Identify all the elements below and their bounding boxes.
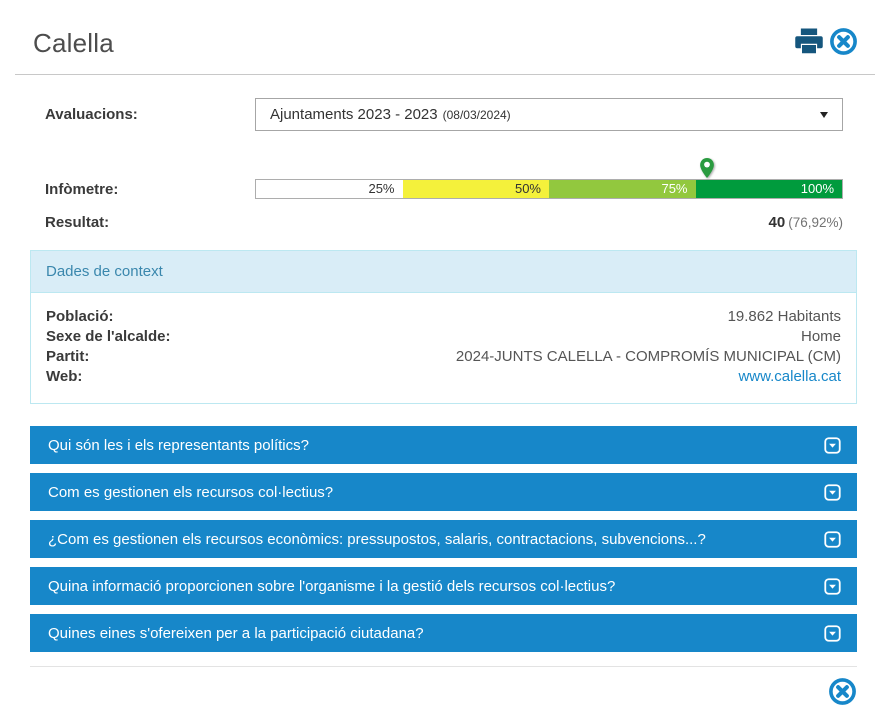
context-label: Població: <box>46 308 114 325</box>
evaluations-row: Avaluacions: Ajuntaments 2023 - 2023 (08… <box>30 98 857 131</box>
circle-x-icon <box>828 677 857 711</box>
evaluations-select[interactable]: Ajuntaments 2023 - 2023 (08/03/2024) <box>255 98 843 131</box>
accordion-label: Quines eines s'ofereixen per a la partic… <box>48 624 424 642</box>
header: Calella <box>0 0 890 61</box>
accordion-label: Com es gestionen els recursos col·lectiu… <box>48 483 334 501</box>
infometer-segment-75: 75% <box>549 180 696 198</box>
accordion-label: ¿Com es gestionen els recursos econòmics… <box>48 530 706 548</box>
infometer-segment-50: 50% <box>402 180 549 198</box>
accordion-recursos-economics[interactable]: ¿Com es gestionen els recursos econòmics… <box>30 520 857 558</box>
accordion-label: Quina informació proporcionen sobre l'or… <box>48 577 616 595</box>
infometer-segment-25: 25% <box>256 180 403 198</box>
context-panel-body: Població: 19.862 Habitants Sexe de l'alc… <box>31 293 856 403</box>
infometer-label: Infòmetre: <box>45 180 119 198</box>
result-label: Resultat: <box>45 214 110 231</box>
printer-icon <box>794 26 824 61</box>
context-row-sexe: Sexe de l'alcalde: Home <box>46 327 841 347</box>
accordion-informacio-organisme[interactable]: Quina informació proporcionen sobre l'or… <box>30 567 857 605</box>
evaluations-selected-date: (08/03/2024) <box>442 108 511 122</box>
page-title: Calella <box>33 28 114 58</box>
bottom-divider <box>30 666 857 667</box>
title-divider <box>15 74 875 75</box>
marker-pin-icon <box>699 157 714 179</box>
result-row: Resultat: 40 (76,92%) <box>30 214 857 231</box>
context-label: Sexe de l'alcalde: <box>46 328 171 345</box>
toggle-down-icon <box>824 483 841 501</box>
toggle-down-icon <box>824 624 841 642</box>
infometer-segment-100: 100% <box>695 180 842 198</box>
accordion-recursos-collectius[interactable]: Com es gestionen els recursos col·lectiu… <box>30 473 857 511</box>
close-button-bottom[interactable] <box>828 677 857 711</box>
result-score: 40 <box>768 214 786 231</box>
evaluations-label: Avaluacions: <box>45 106 138 123</box>
context-row-partit: Partit: 2024-JUNTS CALELLA - COMPROMÍS M… <box>46 347 841 367</box>
result-percent: (76,92%) <box>788 215 843 230</box>
toggle-down-icon <box>824 436 841 454</box>
evaluations-selected-value: Ajuntaments 2023 - 2023 <box>270 106 438 123</box>
print-button[interactable] <box>794 26 824 61</box>
infometer-row: Infòmetre: 25% 50% 75% 100% <box>30 158 857 199</box>
infometer-bar: 25% 50% 75% 100% <box>255 158 843 199</box>
header-icons <box>794 26 858 61</box>
website-link[interactable]: www.calella.cat <box>738 368 841 385</box>
context-label: Web: <box>46 368 83 385</box>
context-value: 2024-JUNTS CALELLA - COMPROMÍS MUNICIPAL… <box>455 348 841 365</box>
questions-accordion-list: Qui són les i els representants polítics… <box>30 426 857 652</box>
context-panel: Dades de context Població: 19.862 Habita… <box>30 250 857 404</box>
circle-x-icon <box>829 27 858 61</box>
chevron-down-icon <box>820 111 828 118</box>
accordion-label: Qui són les i els representants polítics… <box>48 436 309 454</box>
accordion-representants-politics[interactable]: Qui són les i els representants polítics… <box>30 426 857 464</box>
context-label: Partit: <box>46 348 90 365</box>
context-value: 19.862 Habitants <box>727 308 841 325</box>
toggle-down-icon <box>824 530 841 548</box>
main-content: Avaluacions: Ajuntaments 2023 - 2023 (08… <box>30 98 857 711</box>
context-row-poblacio: Població: 19.862 Habitants <box>46 307 841 327</box>
context-row-web: Web: www.calella.cat <box>46 367 841 387</box>
toggle-down-icon <box>824 577 841 595</box>
context-panel-title: Dades de context <box>31 251 856 293</box>
accordion-participacio-ciutadana[interactable]: Quines eines s'ofereixen per a la partic… <box>30 614 857 652</box>
context-value: Home <box>800 328 841 345</box>
close-button[interactable] <box>829 27 858 61</box>
